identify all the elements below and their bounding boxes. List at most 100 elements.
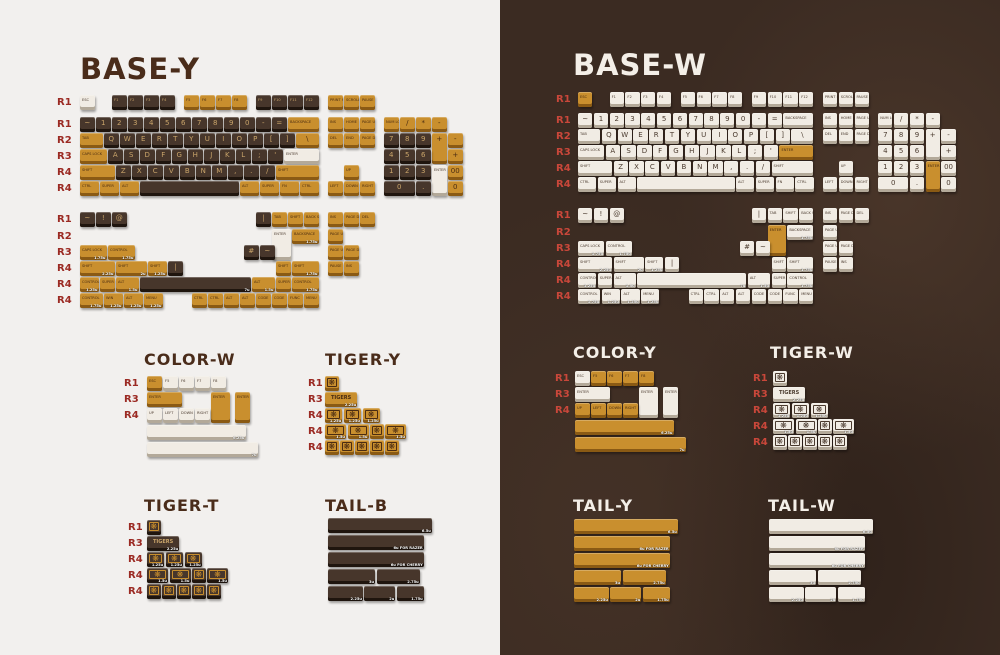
light-panel: BASE-Y COLOR-W TIGER-Y TIGER-T TAIL-B R1… bbox=[0, 0, 500, 655]
tiger-icon: ❋ bbox=[342, 442, 352, 451]
key-legend: DOWN bbox=[181, 411, 193, 415]
keycap: 00 bbox=[448, 165, 463, 180]
key-legend: 7 bbox=[693, 115, 698, 123]
keycap: DEL bbox=[822, 129, 838, 144]
key-size-label: 3u bbox=[369, 580, 375, 584]
keycap: Y bbox=[184, 133, 199, 148]
row-label: R1 bbox=[555, 373, 570, 384]
key-legend: V bbox=[168, 167, 174, 175]
row-label: R4 bbox=[556, 163, 571, 174]
keycap: CODE bbox=[767, 289, 782, 304]
keycap: DEL bbox=[854, 208, 869, 223]
key-size-label: 1.5u bbox=[358, 435, 368, 439]
row-label: R2 bbox=[556, 227, 571, 238]
key-legend: CTRL bbox=[797, 180, 807, 184]
key-legend: ~ bbox=[84, 119, 91, 127]
keycap: 9 bbox=[416, 133, 431, 148]
key-legend: E bbox=[141, 135, 146, 143]
tiger-icon: ❋ bbox=[372, 442, 382, 451]
key-legend: I bbox=[718, 131, 721, 139]
keycap: ALT bbox=[120, 181, 139, 196]
key-legend: | bbox=[262, 214, 265, 222]
keycap: 8 bbox=[704, 113, 719, 128]
key-legend: ALT bbox=[722, 292, 729, 296]
keycap: 6 bbox=[672, 113, 688, 128]
tiger-icon: ❋ bbox=[805, 437, 815, 446]
tiger-icon: ❋ bbox=[171, 570, 189, 579]
keycap: F11 bbox=[783, 92, 798, 107]
key-legend: 3 bbox=[914, 163, 920, 171]
key-size-label: 6.5u bbox=[667, 530, 677, 534]
keycap: 1.75u bbox=[396, 586, 424, 601]
keycap: W bbox=[120, 133, 135, 148]
key-legend: PAGE DOWN bbox=[346, 215, 359, 219]
key-legend: - bbox=[757, 115, 761, 123]
key-size-label: 2u bbox=[830, 598, 836, 602]
keycap: [ bbox=[759, 129, 774, 144]
keycap: ~ bbox=[578, 113, 593, 128]
keycap: TIGERS 2.25u bbox=[147, 536, 180, 551]
keycap: 00 bbox=[941, 161, 956, 176]
key-legend: FN bbox=[777, 180, 783, 184]
keycap: SHIFT 2.25u bbox=[80, 261, 115, 276]
key-legend: . bbox=[745, 163, 749, 171]
row-label: R1 bbox=[57, 97, 72, 108]
keycap: CONTROL 1.25u bbox=[578, 273, 597, 288]
keycap: - bbox=[925, 113, 940, 128]
tiger-icon: ❋ bbox=[835, 437, 845, 446]
key-legend: + bbox=[945, 147, 952, 155]
key-size-label: 1.75u bbox=[411, 597, 423, 601]
keycap: END bbox=[344, 133, 359, 148]
key-legend: , bbox=[234, 167, 237, 175]
keycap: ❋ 1.5u bbox=[833, 419, 854, 434]
key-size-label: 1.75u bbox=[306, 272, 318, 276]
key-legend: CTRL bbox=[690, 292, 700, 296]
key-legend: 6 bbox=[677, 115, 683, 123]
key-legend: CAPS LOCK bbox=[580, 244, 601, 248]
keycap: 2 bbox=[609, 113, 624, 128]
tiger-icon: ❋ bbox=[775, 373, 785, 382]
keycap: SCROLL LOCK bbox=[838, 92, 853, 107]
keycap: # bbox=[244, 245, 259, 260]
keycap: HOME bbox=[344, 117, 359, 132]
key-legend: ~ bbox=[84, 214, 91, 222]
key-legend: DOWN bbox=[346, 184, 358, 188]
keycap: 6u FOR RAZER bbox=[574, 536, 670, 551]
key-legend: F10 bbox=[274, 98, 281, 102]
keycap: 9 bbox=[224, 117, 239, 132]
key-legend: F12 bbox=[801, 95, 808, 99]
key-legend: | bbox=[670, 259, 674, 267]
keycap: TAB bbox=[272, 212, 287, 227]
keycap: ALT 1.5u bbox=[747, 273, 771, 288]
keycap: B bbox=[676, 161, 692, 176]
key-legend: BACKSPACE bbox=[290, 120, 312, 124]
keycap: F7 bbox=[623, 371, 638, 386]
key-legend: L bbox=[737, 147, 742, 155]
key-size-label: 1.25u bbox=[348, 419, 360, 423]
key-legend: P bbox=[748, 131, 754, 139]
key-legend: J bbox=[706, 147, 709, 155]
keycap: 0 bbox=[878, 177, 909, 192]
key-legend: F1 bbox=[114, 98, 119, 102]
key-legend: PAGE DOWN bbox=[856, 132, 869, 136]
key-size-label: 1.75u bbox=[306, 288, 318, 292]
key-legend: RIGHT bbox=[625, 406, 637, 410]
row-label: R4 bbox=[57, 183, 72, 194]
key-legend: F6 bbox=[609, 374, 614, 378]
key-legend: 3 bbox=[133, 119, 138, 127]
key-size-label: 1.5u bbox=[180, 579, 190, 583]
keycap: # bbox=[739, 241, 755, 256]
keycap: UP bbox=[147, 408, 162, 423]
keycap: 7 bbox=[688, 113, 703, 128]
keycap: PRINT SCREEN bbox=[822, 92, 838, 107]
keycap: BACKSPACE bbox=[288, 117, 319, 132]
keycap: J bbox=[204, 149, 219, 164]
keycap: 6u FOR RAZER bbox=[769, 536, 865, 551]
key-legend: FN bbox=[282, 184, 287, 188]
keycap: F5 bbox=[591, 371, 606, 386]
key-legend: INS bbox=[330, 215, 337, 219]
key-legend: SHIFT bbox=[290, 215, 301, 219]
keycap: 7u bbox=[575, 437, 686, 452]
key-legend: SCROLL LOCK bbox=[840, 95, 853, 99]
keycap: . bbox=[244, 165, 259, 180]
